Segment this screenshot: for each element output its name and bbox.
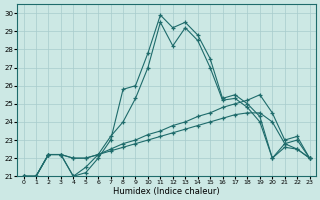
- X-axis label: Humidex (Indice chaleur): Humidex (Indice chaleur): [113, 187, 220, 196]
